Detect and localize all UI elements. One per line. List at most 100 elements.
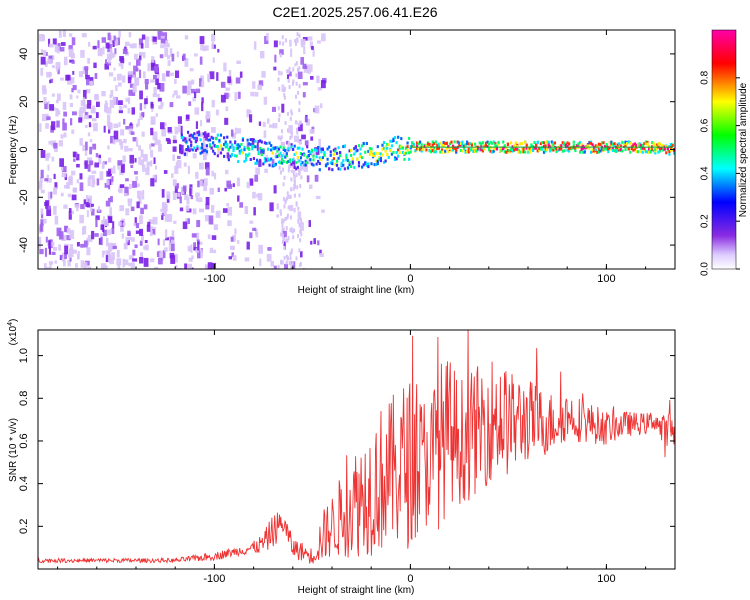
spectrogram-noise-cell <box>259 258 262 267</box>
spectrogram-ridge-cell <box>641 143 644 147</box>
spectrogram-noise-cell <box>249 220 254 224</box>
spectrogram-noise-cell <box>217 48 220 53</box>
spectrogram-ridge-cell <box>244 158 248 162</box>
spectrogram-ridge-cell <box>400 145 403 149</box>
spectrogram-noise-cell <box>82 66 86 75</box>
spectrogram-ridge-cell <box>658 147 662 151</box>
spectrogram-ridge-cell <box>265 158 268 162</box>
spectrogram-ridge-cell <box>519 150 522 154</box>
spectrogram-noise-cell <box>71 111 77 116</box>
spectrogram-noise-cell <box>150 103 154 109</box>
spectrogram-ridge-cell <box>567 142 571 146</box>
spectrogram-noise-cell <box>299 184 302 189</box>
spectrogram-noise-cell <box>268 124 274 128</box>
spectrogram-ridge-cell <box>257 139 260 143</box>
spectrogram-ridge-cell <box>419 140 422 144</box>
spectrogram-noise-cell <box>75 263 78 268</box>
spectrogram-noise-cell <box>122 222 126 226</box>
spectrogram-noise-cell <box>71 194 77 201</box>
spectrogram-noise-cell <box>89 146 93 155</box>
spectrogram-noise-cell <box>60 165 64 171</box>
spectrogram-noise-cell <box>298 33 301 38</box>
spectrogram-ridge-cell <box>571 146 574 150</box>
spectrogram-ridge-cell <box>569 146 572 150</box>
spectrogram-ridge-cell <box>588 146 591 150</box>
spectrogram-ridge-cell <box>651 148 654 152</box>
spectrogram-ridge-cell <box>538 146 541 150</box>
spectrogram-noise-cell <box>285 196 288 201</box>
snr-ytick-label: 0.2 <box>18 519 30 534</box>
spectrogram-noise-cell <box>231 252 235 258</box>
spectrogram-noise-cell <box>128 128 134 135</box>
spectrogram-ridge-cell <box>470 143 473 147</box>
spectrogram-ridge-cell <box>186 130 190 134</box>
spectrogram-noise-cell <box>167 43 170 48</box>
spectrogram-ridge-cell <box>658 149 662 153</box>
spectrogram-noise-cell <box>134 217 137 226</box>
spectrogram-noise-cell <box>84 160 88 169</box>
spectrogram-noise-cell <box>112 221 115 229</box>
spectrogram-noise-cell <box>193 247 198 251</box>
spectrogram-ridge-cell <box>306 145 309 149</box>
spectrogram-noise-cell <box>288 85 291 90</box>
spectrogram-ridge-cell <box>353 165 356 169</box>
spectrogram-ridge-cell <box>599 142 602 146</box>
spectrogram-ridge-cell <box>339 154 342 158</box>
spectrogram-noise-cell <box>258 244 263 254</box>
spectrogram-xtick-label: 0 <box>407 273 413 285</box>
spectrogram-ridge-cell <box>205 150 208 154</box>
spectrogram-noise-cell <box>263 130 267 139</box>
spectrogram-ridge-cell <box>486 140 489 144</box>
spectrogram-ridge-cell <box>332 152 335 156</box>
spectrogram-ridge-cell <box>213 152 216 156</box>
spectrogram-ridge-cell <box>193 132 196 136</box>
spectrogram-ridge-cell <box>201 142 204 146</box>
spectrogram-noise-cell <box>209 71 215 80</box>
spectrogram-ridge-cell <box>646 142 649 146</box>
spectrogram-noise-cell <box>120 129 125 136</box>
spectrogram-ridge-cell <box>223 136 226 140</box>
spectrogram-noise-cell <box>72 84 77 91</box>
spectrogram-noise-cell <box>83 199 87 205</box>
spectrogram-noise-cell <box>287 168 290 173</box>
spectrogram-noise-cell <box>60 254 63 259</box>
spectrogram-noise-cell <box>280 259 283 264</box>
spectrogram-noise-cell <box>300 57 305 65</box>
spectrogram-ridge-cell <box>284 148 287 152</box>
spectrogram-ridge-cell <box>315 149 318 153</box>
spectrogram-ridge-cell <box>539 142 542 146</box>
spectrogram-ridge-cell <box>495 147 499 151</box>
spectrogram-ridge-cell <box>478 148 481 152</box>
spectrogram-noise-cell <box>53 173 56 180</box>
spectrogram-ridge-cell <box>646 140 649 144</box>
spectrogram-noise-cell <box>63 204 68 209</box>
spectrogram-noise-cell <box>115 138 121 143</box>
spectrogram-ridge-cell <box>389 139 392 143</box>
spectrogram-ridge-cell <box>417 147 420 151</box>
spectrogram-ridge-cell <box>318 162 321 166</box>
spectrogram-noise-cell <box>174 78 177 84</box>
spectrogram-ridge-cell <box>328 167 331 171</box>
spectrogram-ridge-cell <box>567 149 571 153</box>
snr-xtick-label: 0 <box>407 573 413 585</box>
spectrogram-noise-cell <box>129 122 133 126</box>
spectrogram-noise-cell <box>172 135 177 144</box>
spectrogram-noise-cell <box>89 139 93 143</box>
spectrogram-ridge-cell <box>641 150 644 154</box>
spectrogram-ridge-cell <box>392 150 395 154</box>
spectrogram-ridge-cell <box>361 156 364 160</box>
spectrogram-ridge-cell <box>199 138 202 142</box>
spectrogram-ridge-cell <box>340 161 343 165</box>
spectrogram-ridge-cell <box>550 140 553 144</box>
spectrogram-ridge-cell <box>368 149 372 153</box>
spectrogram-ridge-cell <box>408 157 411 161</box>
spectrogram-noise-cell <box>271 268 276 269</box>
spectrogram-ridge-cell <box>276 149 279 153</box>
spectrogram-noise-cell <box>159 122 165 130</box>
spectrogram-noise-cell <box>303 46 306 55</box>
spectrogram-noise-cell <box>207 234 211 240</box>
spectrogram-ridge-cell <box>346 158 350 162</box>
spectrogram-noise-cell <box>144 98 148 105</box>
spectrogram-ridge-cell <box>401 150 404 154</box>
spectrogram-noise-cell <box>98 237 103 245</box>
